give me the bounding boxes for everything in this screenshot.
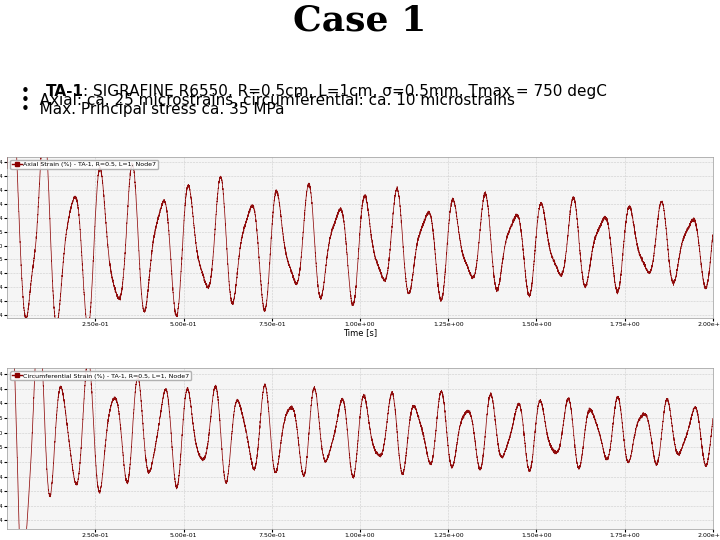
Text: : SIGRAFINE R6550, R=0.5cm, L=1cm, σ=0.5mm, Tmax = 750 degC: : SIGRAFINE R6550, R=0.5cm, L=1cm, σ=0.5…	[84, 84, 607, 99]
Legend: Circumferential Strain (%) - TA-1, R=0.5, L=1, Node7: Circumferential Strain (%) - TA-1, R=0.5…	[10, 372, 192, 381]
Text: •  Max. Principal stress ca. 35 MPa: • Max. Principal stress ca. 35 MPa	[22, 102, 285, 117]
Text: •  Axial: ca. 25 microstrains, circumferential: ca. 10 microstrains: • Axial: ca. 25 microstrains, circumfere…	[22, 93, 516, 108]
Legend: Axial Strain (%) - TA-1, R=0.5, L=1, Node7: Axial Strain (%) - TA-1, R=0.5, L=1, Nod…	[10, 160, 158, 169]
Text: •: •	[22, 84, 40, 99]
Text: Case 1: Case 1	[293, 3, 427, 37]
Text: TA-1: TA-1	[46, 84, 84, 99]
X-axis label: Time [s]: Time [s]	[343, 328, 377, 338]
